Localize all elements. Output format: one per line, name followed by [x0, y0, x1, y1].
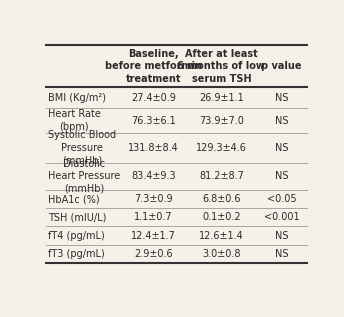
Text: 2.9±0.6: 2.9±0.6 [134, 249, 173, 259]
Text: 83.4±9.3: 83.4±9.3 [131, 171, 176, 181]
Text: NS: NS [275, 171, 288, 181]
Text: 12.6±1.4: 12.6±1.4 [199, 231, 244, 241]
Text: 1.1±0.7: 1.1±0.7 [134, 212, 173, 222]
Text: 131.8±8.4: 131.8±8.4 [128, 143, 179, 153]
Text: HbA1c (%): HbA1c (%) [48, 194, 99, 204]
Text: NS: NS [275, 93, 288, 103]
Text: NS: NS [275, 231, 288, 241]
Text: NS: NS [275, 143, 288, 153]
Text: <0.05: <0.05 [267, 194, 296, 204]
Text: 76.3±6.1: 76.3±6.1 [131, 115, 176, 126]
Text: 6.8±0.6: 6.8±0.6 [202, 194, 240, 204]
Text: Heart Rate
(bpm): Heart Rate (bpm) [48, 109, 101, 132]
Text: fT4 (pg/mL): fT4 (pg/mL) [48, 231, 105, 241]
Text: 26.9±1.1: 26.9±1.1 [199, 93, 244, 103]
Text: 129.3±4.6: 129.3±4.6 [196, 143, 247, 153]
Text: 3.0±0.8: 3.0±0.8 [202, 249, 240, 259]
Text: BMI (Kg/m²): BMI (Kg/m²) [48, 93, 106, 103]
Text: 73.9±7.0: 73.9±7.0 [199, 115, 244, 126]
Text: 27.4±0.9: 27.4±0.9 [131, 93, 176, 103]
Text: Diastolic
Heart Pressure
(mmHb): Diastolic Heart Pressure (mmHb) [48, 159, 120, 194]
Text: fT3 (pg/mL): fT3 (pg/mL) [48, 249, 105, 259]
Text: p value: p value [261, 61, 302, 71]
Text: <0.001: <0.001 [264, 212, 299, 222]
Text: Baseline,
before metformin
treatment: Baseline, before metformin treatment [105, 49, 202, 83]
Text: After at least
6 months of low
serum TSH: After at least 6 months of low serum TSH [178, 49, 265, 83]
Text: TSH (mIU/L): TSH (mIU/L) [48, 212, 106, 222]
Text: 12.4±1.7: 12.4±1.7 [131, 231, 176, 241]
Text: 7.3±0.9: 7.3±0.9 [134, 194, 173, 204]
Text: Systolic Blood
Pressure
(mmHb): Systolic Blood Pressure (mmHb) [48, 130, 116, 165]
Text: NS: NS [275, 249, 288, 259]
Text: 0.1±0.2: 0.1±0.2 [202, 212, 241, 222]
Text: NS: NS [275, 115, 288, 126]
Text: 81.2±8.7: 81.2±8.7 [199, 171, 244, 181]
